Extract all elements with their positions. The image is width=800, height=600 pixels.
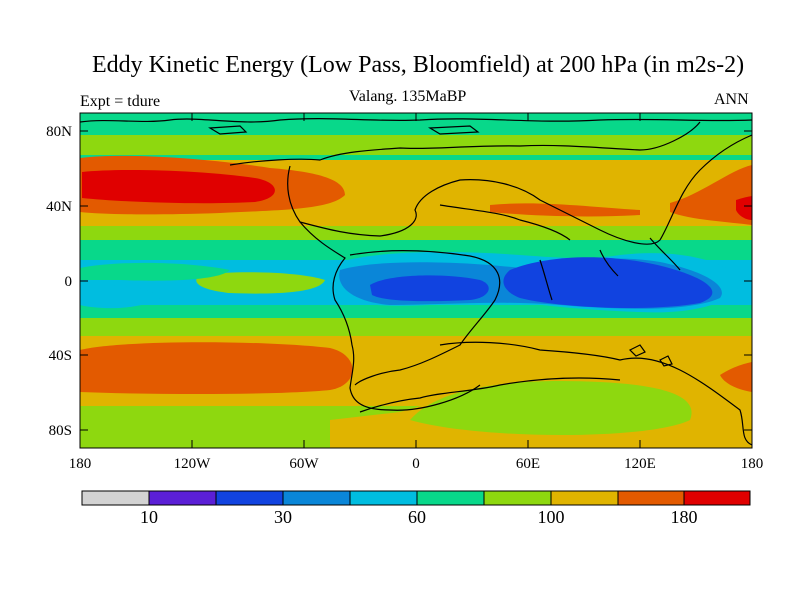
coast-antarctica-inner [359,377,621,413]
region-west-pacific-cyan [80,285,160,309]
region-east-red [736,196,752,220]
colorbar-swatch-4 [350,491,417,505]
colorbar-label-100: 100 [538,507,565,527]
colorbar-label-180: 180 [671,507,698,527]
lon-label-180w: 180 [69,456,92,472]
coast-west-continent [287,165,481,411]
lat-label-0: 0 [65,274,73,290]
lat-tick-marks [80,130,752,431]
colorbar-swatch-5 [417,491,484,505]
lon-label-120e: 120E [624,456,656,472]
coast-arctic-north [80,117,752,123]
band-arctic-green [80,135,752,155]
lon-label-0: 0 [412,456,420,472]
coast-islands-east [539,237,681,301]
band-south-subtropics [80,318,752,340]
coast-central-landmass [299,134,752,245]
coast-africa-south-america [349,249,501,386]
lat-label-40s: 40S [49,348,72,364]
colorbar-swatch-6 [484,491,551,505]
coast-southern-continent [439,341,752,446]
region-east-pacific-green [196,272,325,294]
region-north-pacific-red [82,170,275,204]
region-antarctic-green [410,380,692,435]
region-mid-orange [490,203,640,217]
region-west-pacific-teal [80,262,230,281]
coast-arctic-islands [208,125,480,135]
lon-tick-marks [79,113,753,448]
lon-label-180e: 180 [741,456,764,472]
period-label: ANN [714,91,749,108]
coast-islands-south [628,344,673,367]
experiment-label: Expt = tdure [80,93,161,110]
coast-north-america [229,121,701,166]
region-indian-blue [503,257,713,309]
colorbar-swatch-1 [149,491,216,505]
colorbar-swatch-2 [216,491,283,505]
coastlines [80,117,752,446]
lon-label-60w: 60W [289,456,319,472]
region-south-east-orange [720,362,752,392]
coast-tethys [439,204,571,241]
colorbar-swatch-8 [618,491,684,505]
lon-label-60e: 60E [516,456,540,472]
colorbar-swatch-9 [684,491,750,505]
map-subtitle: Valang. 135MaBP [349,88,467,105]
map-title: Eddy Kinetic Energy (Low Pass, Bloomfiel… [91,52,745,78]
colorbar-label-60: 60 [408,507,426,527]
lon-label-120w: 120W [174,456,212,472]
region-south-pacific-orange [80,342,353,395]
colorbar-label-10: 10 [140,507,158,527]
region-east-orange [670,165,752,225]
contour-field [80,113,752,448]
lat-label-80s: 80S [49,423,72,439]
colorbar-label-30: 30 [274,507,292,527]
region-atlantic-blue [370,275,489,302]
lat-label-80n: 80N [46,124,72,140]
lat-label-40n: 40N [46,199,72,215]
colorbar-swatch-0 [82,491,149,505]
colorbar-swatch-7 [551,491,618,505]
colorbar: 10 30 60 100 180 [81,490,751,527]
colorbar-swatch-3 [283,491,350,505]
